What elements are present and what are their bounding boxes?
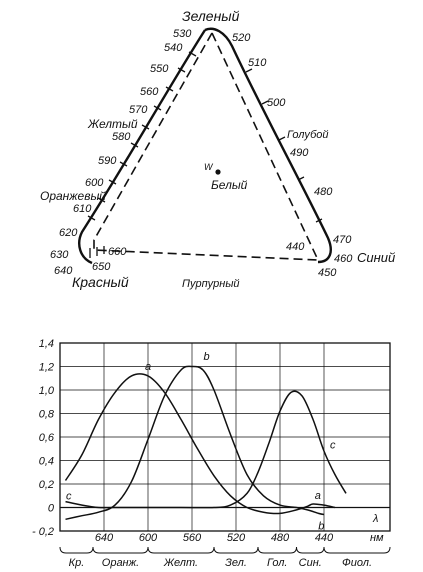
wl-620: 620	[59, 227, 78, 239]
x-tick-label: 520	[227, 532, 246, 544]
wl-640: 640	[54, 265, 73, 277]
wl-470: 470	[333, 234, 352, 246]
label-green: Зеленый	[182, 8, 240, 24]
curve-label-b: b	[204, 351, 210, 363]
color-triangle: Зеленый Синий Красный Желтый Оранжевый Г…	[40, 8, 395, 290]
band-label: Желт.	[163, 557, 198, 569]
curve-label-a: a	[145, 361, 151, 373]
white-point-label: Белый	[211, 178, 248, 192]
white-point-dot	[215, 169, 221, 175]
spectral-bands: Кр. Оранж. Желт. Зел. Гол. Син. Фиол.	[59, 546, 391, 569]
y-tick-label: 0	[48, 503, 55, 515]
x-tick-label: 560	[183, 532, 202, 544]
wl-490: 490	[290, 147, 309, 159]
x-tick-label: 640	[95, 532, 114, 544]
y-tick-label: 1,2	[39, 362, 54, 374]
plot-grid	[60, 343, 390, 531]
spectral-locus-left	[78, 29, 207, 265]
band-bracket	[257, 546, 297, 554]
wl-550: 550	[150, 63, 169, 75]
band-label: Фиол.	[342, 557, 372, 569]
band-bracket	[92, 546, 149, 554]
curve-label-a: a	[315, 490, 321, 502]
white-point-symbol: W	[204, 162, 214, 172]
x-unit-label: нм	[370, 532, 384, 544]
locus-ticks-right	[245, 68, 323, 223]
label-blue: Синий	[357, 250, 395, 265]
y-tick-label: 1,0	[39, 385, 55, 397]
wl-590: 590	[98, 155, 117, 167]
x-tick-labels: 640 600 560 520 480 440	[95, 532, 334, 544]
wl-660: 660	[108, 246, 127, 258]
band-bracket	[296, 546, 325, 554]
curve-b	[65, 365, 325, 521]
wl-540: 540	[164, 42, 183, 54]
label-orange: Оранжевый	[40, 189, 106, 203]
wl-610: 610	[73, 203, 92, 215]
curve-label-c: c	[330, 439, 336, 451]
wl-440: 440	[286, 241, 305, 253]
band-bracket	[323, 546, 391, 554]
locus-ticks-left	[87, 51, 197, 258]
x-tick-label: 440	[315, 532, 334, 544]
band-label: Оранж.	[102, 557, 139, 569]
curve-c	[65, 390, 347, 509]
wl-510: 510	[248, 57, 267, 69]
wl-630: 630	[50, 249, 69, 261]
wl-450: 450	[318, 267, 337, 279]
wl-460: 460	[334, 253, 353, 265]
curve-label-b: b	[318, 520, 324, 532]
y-tick-label: 0,8	[39, 409, 55, 421]
wl-580: 580	[112, 131, 131, 143]
band-bracket	[147, 546, 215, 554]
band-bracket	[213, 546, 259, 554]
y-tick-label: 0,4	[39, 456, 54, 468]
x-tick-label: 600	[139, 532, 158, 544]
wl-650: 650	[92, 261, 111, 273]
band-label: Син.	[299, 557, 322, 569]
y-tick-label: 1,4	[39, 338, 54, 350]
y-tick-label: 0,6	[39, 432, 55, 444]
spectral-locus-right	[204, 27, 332, 264]
label-purple: Пурпурный	[182, 278, 240, 290]
y-tick-label: 0,2	[39, 479, 54, 491]
label-cyan: Голубой	[287, 129, 329, 141]
y-tick-label: - 0,2	[32, 526, 54, 538]
cmf-chart: 1,4 1,2 1,0 0,8 0,6 0,4 0,2 0 - 0,2 640 600 560 520…	[32, 338, 391, 569]
x-tick-label: 480	[271, 532, 290, 544]
band-label: Гол.	[267, 557, 288, 569]
wl-530: 530	[173, 28, 192, 40]
wavelength-labels: 530 520 540 510 550 500 560 570 490 580 …	[50, 28, 353, 279]
label-yellow: Желтый	[87, 117, 138, 131]
band-label: Зел.	[225, 557, 247, 569]
wl-480: 480	[314, 186, 333, 198]
y-tick-labels: 1,4 1,2 1,0 0,8 0,6 0,4 0,2 0 - 0,2	[32, 338, 55, 538]
triangle-outline	[93, 31, 320, 261]
wl-520: 520	[232, 32, 251, 44]
wl-570: 570	[129, 104, 148, 116]
sensitivity-curves: a a b b c c	[64, 351, 347, 532]
wl-600: 600	[85, 177, 104, 189]
band-bracket	[59, 546, 94, 554]
lambda-symbol: λ	[372, 513, 378, 525]
curve-label-c: c	[66, 491, 72, 503]
label-red: Красный	[72, 274, 129, 290]
wl-500: 500	[267, 97, 286, 109]
curve-a	[64, 373, 336, 515]
wl-560: 560	[140, 86, 159, 98]
band-label: Кр.	[69, 557, 85, 569]
